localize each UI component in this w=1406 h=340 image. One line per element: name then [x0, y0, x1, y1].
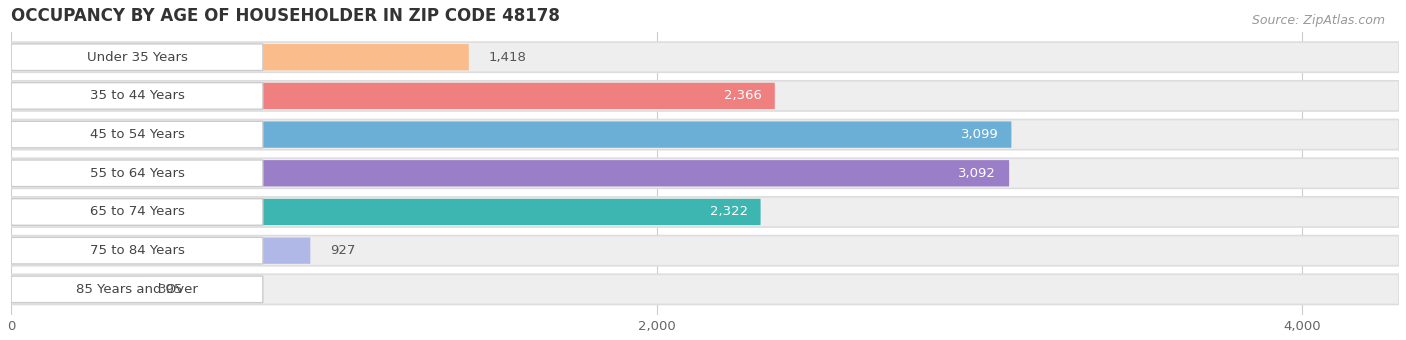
Text: 85 Years and Over: 85 Years and Over	[76, 283, 198, 296]
Text: 75 to 84 Years: 75 to 84 Years	[90, 244, 184, 257]
Text: 35 to 44 Years: 35 to 44 Years	[90, 89, 184, 102]
FancyBboxPatch shape	[11, 160, 263, 187]
Text: 3,092: 3,092	[959, 167, 997, 180]
FancyBboxPatch shape	[11, 238, 311, 264]
FancyBboxPatch shape	[11, 276, 263, 303]
FancyBboxPatch shape	[11, 197, 1399, 227]
FancyBboxPatch shape	[11, 274, 1399, 304]
FancyBboxPatch shape	[11, 199, 761, 225]
FancyBboxPatch shape	[11, 83, 775, 109]
FancyBboxPatch shape	[11, 121, 263, 148]
Text: 55 to 64 Years: 55 to 64 Years	[90, 167, 184, 180]
FancyBboxPatch shape	[11, 119, 1399, 150]
Text: 65 to 74 Years: 65 to 74 Years	[90, 205, 184, 219]
Text: 1,418: 1,418	[488, 51, 526, 64]
FancyBboxPatch shape	[11, 83, 263, 109]
FancyBboxPatch shape	[11, 236, 1399, 266]
FancyBboxPatch shape	[11, 158, 1399, 188]
FancyBboxPatch shape	[11, 81, 1399, 111]
Text: 45 to 54 Years: 45 to 54 Years	[90, 128, 184, 141]
Text: OCCUPANCY BY AGE OF HOUSEHOLDER IN ZIP CODE 48178: OCCUPANCY BY AGE OF HOUSEHOLDER IN ZIP C…	[11, 7, 560, 25]
Text: Under 35 Years: Under 35 Years	[87, 51, 187, 64]
FancyBboxPatch shape	[11, 276, 139, 303]
Text: 395: 395	[157, 283, 183, 296]
Text: 2,322: 2,322	[710, 205, 748, 219]
FancyBboxPatch shape	[11, 42, 1399, 72]
FancyBboxPatch shape	[11, 237, 263, 264]
FancyBboxPatch shape	[11, 199, 263, 225]
Text: Source: ZipAtlas.com: Source: ZipAtlas.com	[1251, 14, 1385, 27]
FancyBboxPatch shape	[11, 160, 1010, 186]
Text: 3,099: 3,099	[960, 128, 998, 141]
Text: 927: 927	[330, 244, 356, 257]
FancyBboxPatch shape	[11, 44, 263, 70]
Text: 2,366: 2,366	[724, 89, 762, 102]
FancyBboxPatch shape	[11, 121, 1011, 148]
FancyBboxPatch shape	[11, 44, 468, 70]
